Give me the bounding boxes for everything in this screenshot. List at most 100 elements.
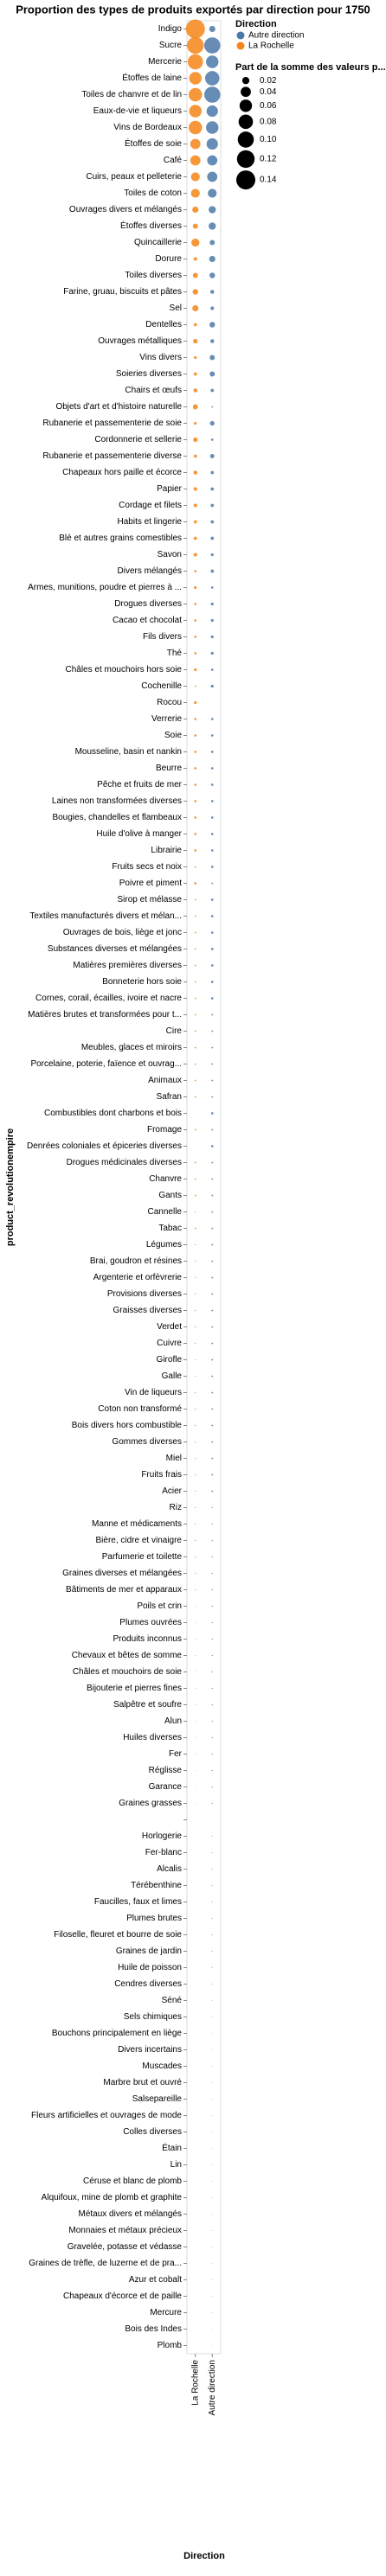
y-tick-label: Savon <box>158 550 182 559</box>
bubble <box>192 223 198 229</box>
y-tick-label: Huile d'olive à manger <box>96 829 182 839</box>
bubble <box>195 1720 196 1723</box>
bubble <box>203 86 221 103</box>
y-tick-label: Riz <box>170 1503 182 1512</box>
y-tick-label: Chapeaux d'écorce et de paille <box>63 2292 182 2301</box>
bubble <box>211 1556 213 1558</box>
bubble <box>211 1063 214 1065</box>
bubble <box>209 322 216 328</box>
bubble <box>194 585 197 590</box>
size-legend-symbol <box>237 131 254 148</box>
y-tick-label: Ouvrages divers et mélangés <box>69 205 182 214</box>
y-tick-label: Huiles diverses <box>123 1733 182 1742</box>
y-tick-label: Cuivre <box>157 1339 182 1348</box>
y-tick-label: Étoffes de soie <box>125 137 182 149</box>
y-tick-label: Filoselle, fleuret et bourre de soie <box>54 1930 182 1940</box>
bubble <box>211 1966 213 1969</box>
y-tick-label: Térébenthine <box>131 1881 182 1890</box>
bubble <box>211 1408 214 1410</box>
bubble <box>209 240 216 246</box>
bubble <box>211 1835 213 1838</box>
bubble <box>211 2164 213 2165</box>
y-tick-label: Toiles de coton <box>124 189 182 198</box>
y-tick-label: Beurre <box>156 764 182 773</box>
y-tick-label: Chevaux et bêtes de somme <box>72 1651 183 1660</box>
y-tick-label: Vins divers <box>139 353 182 362</box>
bubble <box>193 257 197 261</box>
y-tick-label: Cordonnerie et sellerie <box>94 435 182 444</box>
bubble <box>195 1326 196 1328</box>
y-tick-label: Cornes, corail, écailles, ivoire et nacr… <box>35 994 182 1003</box>
bubble <box>210 964 214 967</box>
y-tick-label: Bière, cidre et vinaigre <box>96 1536 183 1545</box>
bubble <box>210 931 214 934</box>
y-tick-label: Dorure <box>155 254 182 264</box>
bubble <box>211 1013 214 1016</box>
bubble <box>194 833 197 835</box>
y-tick-label: Salpêtre et soufre <box>113 1700 182 1710</box>
bubble <box>210 783 214 786</box>
y-tick-label: Fer <box>169 1749 183 1759</box>
bubble <box>194 718 197 720</box>
bubble <box>211 1309 214 1312</box>
legend-title: Direction <box>235 19 277 29</box>
bubble <box>194 619 197 622</box>
bubble <box>210 602 214 606</box>
bubble <box>194 751 197 753</box>
bubble <box>211 1621 213 1624</box>
bubble <box>206 121 219 134</box>
y-tick-label: Textiles manufacturés divers et mélan... <box>29 911 182 921</box>
bubble <box>210 981 214 983</box>
y-tick-label: Châles et mouchoirs hors soie <box>65 665 182 674</box>
y-tick-label: Étain <box>162 2142 182 2153</box>
bubble <box>211 1802 213 1805</box>
bubble <box>195 1490 196 1493</box>
y-tick-label: Toiles de chanvre et de lin <box>81 90 182 99</box>
bubble <box>195 1473 196 1476</box>
bubble <box>194 1046 196 1049</box>
y-tick-label: Café <box>164 156 183 165</box>
y-tick-label: Mousseline, basin et nankin <box>75 747 182 757</box>
y-tick-label: Sel <box>170 304 182 313</box>
size-legend-label: 0.02 <box>260 76 277 86</box>
legend-label: La Rochelle <box>248 42 294 51</box>
bubble <box>210 767 214 770</box>
y-tick-label: Coton non transformé <box>98 1404 182 1414</box>
bubble <box>208 189 217 198</box>
bubble <box>188 87 203 102</box>
bubble <box>194 915 196 917</box>
bubble <box>211 2230 213 2231</box>
y-tick-label: Bâtiments de mer et apparaux <box>66 1585 182 1595</box>
y-tick-label: Plumes brutes <box>126 1914 182 1923</box>
bubble <box>211 1243 214 1246</box>
bubble <box>211 406 214 408</box>
bubble <box>210 866 214 868</box>
bubble <box>211 1523 213 1525</box>
y-tick-label: Fruits secs et noix <box>112 862 182 872</box>
bubble <box>211 1490 214 1493</box>
bubble <box>195 1358 196 1361</box>
size-legend-symbol <box>236 170 255 190</box>
bubble <box>192 304 199 312</box>
y-tick-label: Soieries diverses <box>116 369 182 379</box>
bubble <box>210 1145 214 1147</box>
y-tick-label: Azur et cobalt <box>129 2275 182 2285</box>
bubble <box>194 570 197 572</box>
bubble <box>211 2000 213 2001</box>
y-tick-label: Combustibles dont charbons et bois <box>44 1109 182 1118</box>
bubble <box>210 569 215 573</box>
y-tick-label: Chanvre <box>149 1174 182 1184</box>
bubble <box>211 1260 214 1262</box>
bubble <box>210 635 214 639</box>
size-legend-symbol <box>241 77 250 85</box>
bubble <box>195 1424 196 1427</box>
bubble <box>209 222 216 230</box>
bubble <box>210 487 215 491</box>
y-tick-label: Sels chimiques <box>124 2012 182 2022</box>
bubble <box>195 1441 196 1443</box>
bubble <box>211 1703 213 1706</box>
bubble <box>211 2099 213 2100</box>
y-tick-label: Métaux divers et mélangés <box>78 2209 182 2219</box>
bubble <box>207 171 218 182</box>
y-tick-label: Fruits frais <box>141 1470 182 1480</box>
